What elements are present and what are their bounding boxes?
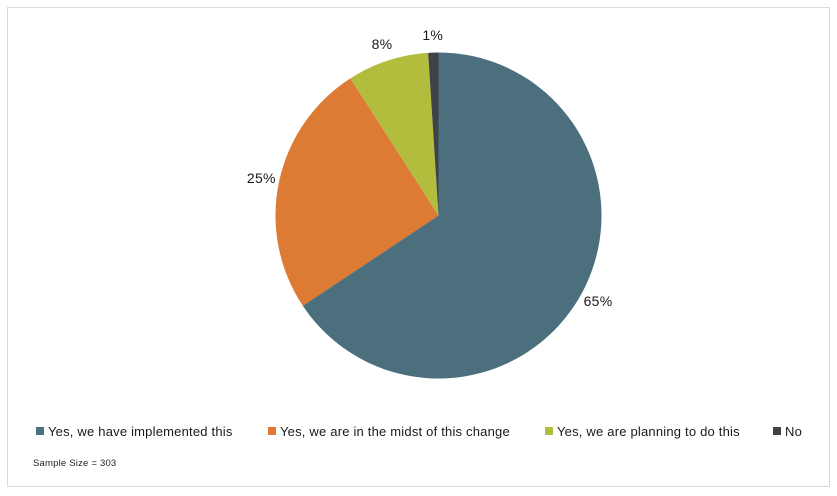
slice-value-label-planning: 8%: [371, 35, 393, 52]
legend-swatch-planning-icon: [545, 427, 553, 435]
legend-item-midst: Yes, we are in the midst of this change: [268, 423, 510, 439]
pie-slice-2: [350, 52, 439, 216]
legend-swatch-implemented-icon: [36, 427, 44, 435]
pie-slice-1: [275, 78, 439, 306]
slice-value-label-implemented: 65%: [583, 292, 613, 309]
legend-item-no: No: [773, 423, 802, 439]
legend-swatch-no-icon: [773, 427, 781, 435]
pie-slice-3: [428, 52, 439, 216]
legend-item-planning: Yes, we are planning to do this: [545, 423, 740, 439]
legend-label-implemented: Yes, we have implemented this: [48, 423, 233, 439]
legend-item-implemented: Yes, we have implemented this: [36, 423, 233, 439]
slice-value-label-midst: 25%: [246, 170, 276, 187]
legend-label-no: No: [785, 423, 803, 439]
legend-swatch-midst-icon: [268, 427, 276, 435]
legend-label-planning: Yes, we are planning to do this: [557, 423, 740, 439]
sample-size-note: Sample Size = 303: [33, 458, 117, 469]
slice-value-label-no: 1%: [422, 26, 444, 43]
legend-label-midst: Yes, we are in the midst of this change: [280, 423, 510, 439]
pie-slice-0: [302, 52, 602, 379]
